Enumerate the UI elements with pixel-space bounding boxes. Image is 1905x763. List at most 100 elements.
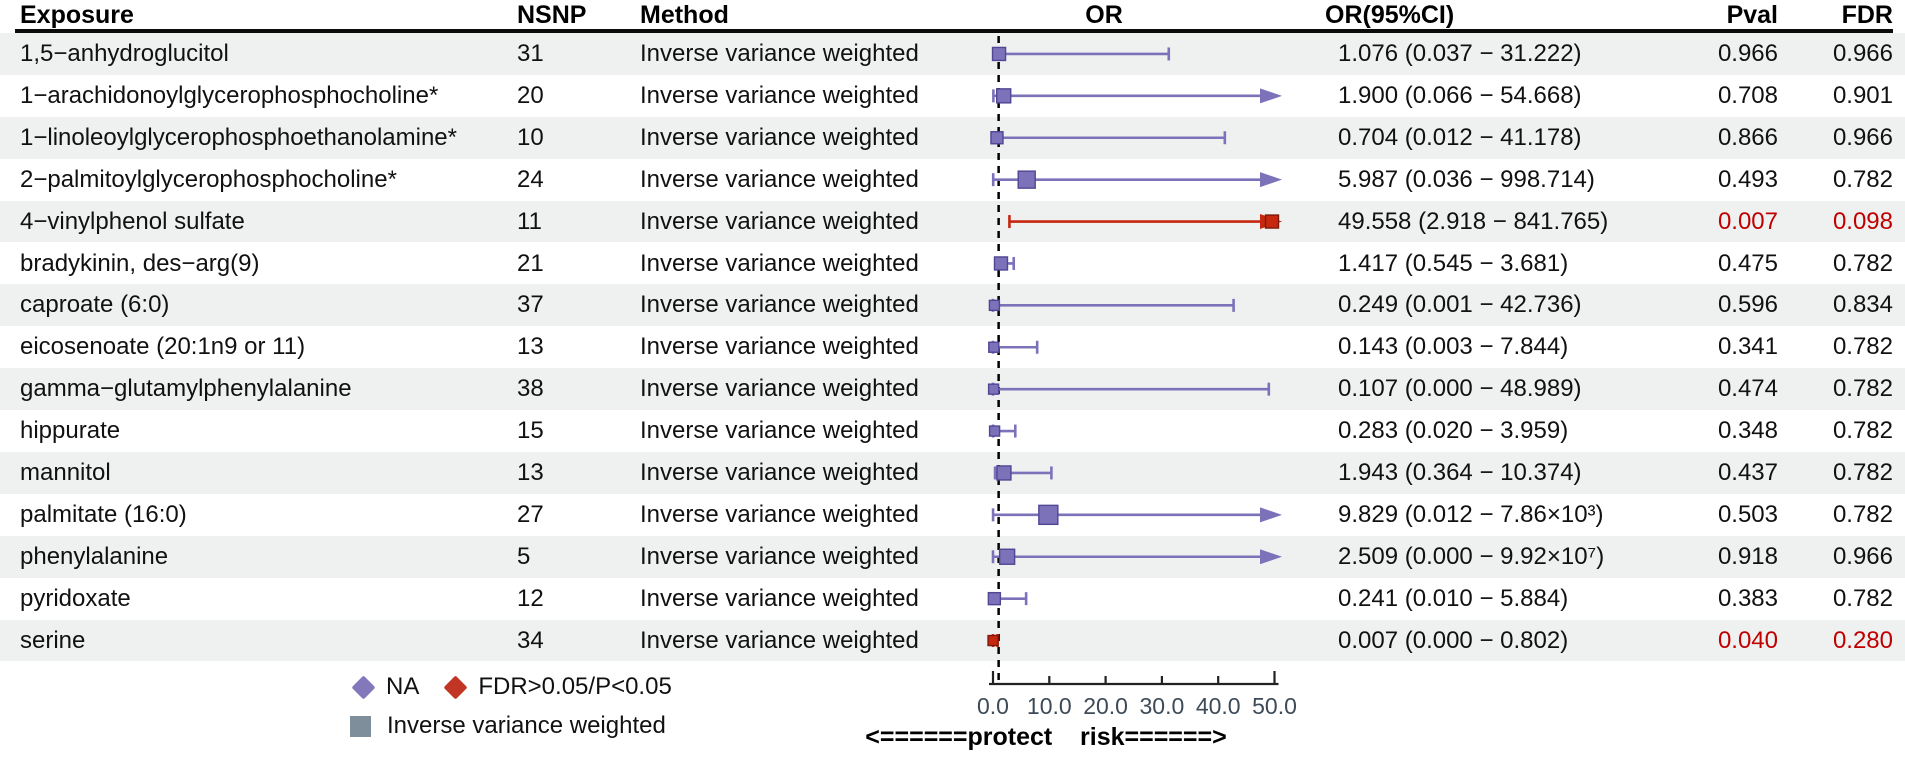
exposure-cell: palmitate (16:0) [20,500,187,528]
table-row: 4−vinylphenol sulfate 11 Inverse varianc… [0,200,1905,243]
or-ci-cell: 1.076 (0.037 − 31.222) [1338,40,1582,67]
exposure-cell: gamma−glutamylphenylalanine [20,375,352,403]
exposure-cell: eicosenoate (20:1n9 or 11) [20,333,306,361]
exposure-cell: pyridoxate [20,584,131,612]
or-ci-cell: 0.007 (0.000 − 0.802) [1338,626,1569,654]
fdr-cell: 0.901 [1832,81,1893,109]
pval-cell: 0.966 [1717,40,1778,67]
nsnp-cell: 27 [517,500,544,528]
axis-tick-label: 40.0 [1196,693,1241,719]
fdr-cell: 0.782 [1832,375,1893,403]
nsnp-cell: 13 [517,333,544,361]
col-header-nsnp: NSNP [517,1,587,29]
or-ci-cell: 5.987 (0.036 − 998.714) [1338,165,1595,193]
exposure-cell: mannitol [20,459,111,486]
or-ci-cell: 0.704 (0.012 − 41.178) [1338,123,1582,151]
pval-cell: 0.348 [1717,417,1778,445]
fdr-cell: 0.782 [1832,249,1893,277]
legend-line-2: Inverse variance weighted [350,712,666,740]
fdr-cell: 0.280 [1832,626,1893,654]
nsnp-cell: 31 [517,40,544,67]
nsnp-cell: 21 [517,249,544,277]
fdr-cell: 0.966 [1832,40,1893,67]
axis-tick-label: 20.0 [1083,693,1128,719]
pval-cell: 0.437 [1717,459,1778,486]
pval-cell: 0.596 [1717,291,1778,319]
col-header-or-plot: OR [1085,1,1123,29]
nsnp-cell: 13 [517,459,544,486]
pval-cell: 0.918 [1717,542,1778,570]
exposure-cell: 4−vinylphenol sulfate [20,207,245,235]
exposure-cell: phenylalanine [20,542,169,570]
legend-ivw-label: Inverse variance weighted [387,712,666,739]
method-cell: Inverse variance weighted [640,333,919,361]
table-header: Exposure NSNP Method OR OR(95%CI) Pval F… [0,0,1905,34]
fdr-cell: 0.782 [1832,165,1893,193]
nsnp-cell: 37 [517,291,544,319]
method-cell: Inverse variance weighted [640,291,919,319]
method-cell: Inverse variance weighted [640,207,919,235]
fdr-cell: 0.782 [1832,584,1893,612]
method-cell: Inverse variance weighted [640,584,919,612]
table-row: eicosenoate (20:1n9 or 11) 13 Inverse va… [0,326,1905,368]
or-ci-cell: 0.241 (0.010 − 5.884) [1338,584,1569,612]
nsnp-cell: 15 [517,417,544,445]
significant-diamond-icon [443,674,468,700]
method-cell: Inverse variance weighted [640,40,919,67]
method-cell: Inverse variance weighted [640,165,919,193]
exposure-cell: caproate (6:0) [20,291,170,319]
or-ci-cell: 1.900 (0.066 − 54.668) [1338,81,1582,109]
col-header-method: Method [640,1,729,29]
header-rule [15,29,1893,33]
table-row: bradykinin, des−arg(9) 21 Inverse varian… [0,243,1905,285]
nsnp-cell: 24 [517,165,544,193]
nsnp-cell: 34 [517,626,544,654]
or-ci-cell: 49.558 (2.918 − 841.765) [1338,207,1609,235]
method-cell: Inverse variance weighted [640,123,919,151]
exposure-cell: serine [20,626,86,654]
nsnp-cell: 5 [517,542,531,570]
col-header-fdr: FDR [1841,1,1893,29]
nsnp-cell: 20 [517,81,544,109]
fdr-cell: 0.098 [1832,207,1893,235]
or-ci-cell: 1.943 (0.364 − 10.374) [1338,459,1582,486]
or-ci-cell: 0.143 (0.003 − 7.844) [1338,333,1569,361]
method-cell: Inverse variance weighted [640,500,919,528]
axis-tick-label: 30.0 [1140,693,1185,719]
or-ci-cell: 9.829 (0.012 − 7.86×10³) [1338,500,1604,528]
table-row: phenylalanine 5 Inverse variance weighte… [0,535,1905,578]
pval-cell: 0.493 [1717,165,1778,193]
fdr-cell: 0.966 [1832,542,1893,570]
nsnp-cell: 11 [517,207,542,235]
table-row: 2−palmitoylglycerophosphocholine* 24 Inv… [0,159,1905,201]
method-cell: Inverse variance weighted [640,626,919,654]
fdr-cell: 0.782 [1832,459,1893,486]
or-ci-cell: 1.417 (0.545 − 3.681) [1338,249,1569,277]
pval-cell: 0.708 [1717,81,1778,109]
nsnp-cell: 38 [517,375,544,403]
method-cell: Inverse variance weighted [640,81,919,109]
fdr-cell: 0.966 [1832,123,1893,151]
table-row: 1,5−anhydroglucitol 31 Inverse variance … [0,33,1905,75]
table-row: caproate (6:0) 37 Inverse variance weigh… [0,284,1905,327]
exposure-cell: 2−palmitoylglycerophosphocholine* [20,165,397,193]
col-header-pval: Pval [1726,1,1778,29]
or-ci-cell: 0.107 (0.000 − 48.989) [1338,375,1582,403]
table-row: 1−linoleoylglycerophosphoethanolamine* 1… [0,116,1905,159]
table-row: pyridoxate 12 Inverse variance weighted … [0,578,1905,620]
axis-tick-label: 0.0 [977,693,1009,719]
x-axis: 0.0 10.0 20.0 30.0 40.0 50.0 [977,671,1297,719]
pval-cell: 0.341 [1717,333,1778,361]
axis-tick-label: 50.0 [1252,693,1297,719]
ivw-square-icon [350,715,371,737]
table-row: serine 34 Inverse variance weighted 0.00… [0,619,1905,662]
method-cell: Inverse variance weighted [640,542,919,570]
pval-cell: 0.474 [1717,375,1778,403]
nsnp-cell: 10 [517,123,544,151]
exposure-cell: 1−linoleoylglycerophosphoethanolamine* [20,123,457,151]
pval-cell: 0.007 [1717,207,1778,235]
method-cell: Inverse variance weighted [640,249,919,277]
pval-cell: 0.040 [1717,626,1778,654]
col-header-or-ci: OR(95%CI) [1325,1,1455,29]
